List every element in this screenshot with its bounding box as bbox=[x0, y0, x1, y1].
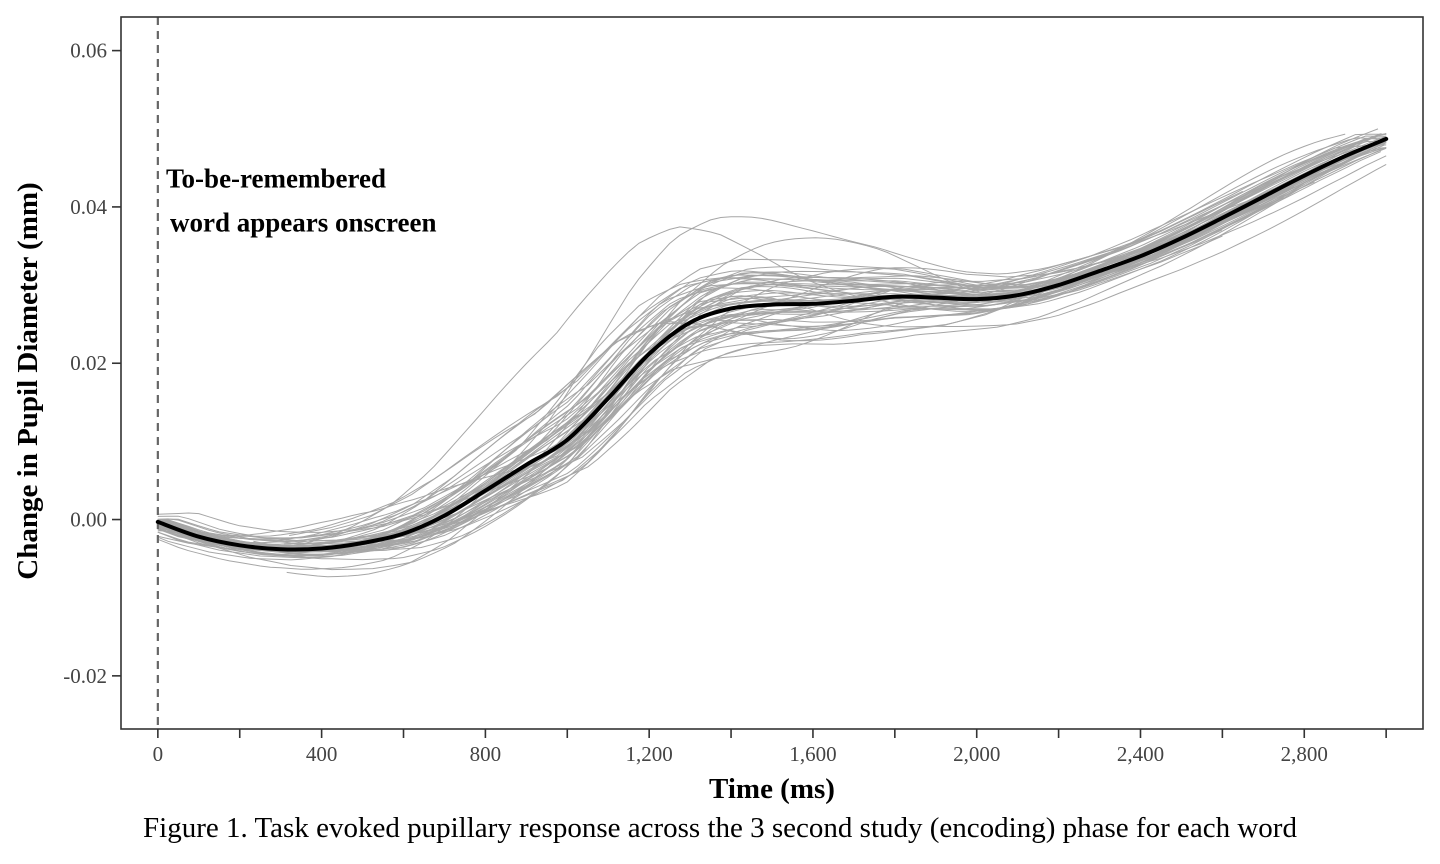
individual-curve bbox=[289, 171, 1314, 553]
individual-curve bbox=[255, 204, 1259, 549]
individual-curves bbox=[157, 128, 1387, 578]
individual-curve bbox=[157, 196, 1285, 537]
individual-curve bbox=[157, 141, 1387, 553]
x-tick-label: 1,200 bbox=[626, 742, 673, 766]
x-tick-label: 2,400 bbox=[1117, 742, 1164, 766]
individual-curve bbox=[157, 137, 1387, 550]
individual-curve bbox=[157, 142, 1387, 556]
y-tick-label: 0.06 bbox=[70, 39, 107, 63]
individual-curve bbox=[289, 143, 1385, 536]
individual-curve bbox=[157, 133, 1387, 551]
individual-curve bbox=[157, 141, 1387, 553]
individual-curve bbox=[288, 147, 1384, 552]
annotation-line: To-be-remembered bbox=[166, 163, 386, 193]
individual-curve bbox=[157, 139, 1387, 557]
individual-curve bbox=[157, 203, 1244, 556]
x-tick-label: 2,000 bbox=[953, 742, 1000, 766]
individual-curve bbox=[272, 151, 1359, 542]
x-tick-label: 2,800 bbox=[1281, 742, 1328, 766]
x-axis-title: Time (ms) bbox=[709, 773, 835, 805]
individual-curve bbox=[157, 163, 1387, 533]
individual-curve bbox=[283, 137, 1380, 546]
x-axis: 0 400 800 1,200 1,600 2,000 2,400 2,800 bbox=[153, 729, 1387, 766]
x-tick-label: 0 bbox=[153, 742, 164, 766]
individual-curve bbox=[157, 139, 1387, 557]
individual-curve bbox=[157, 133, 1387, 561]
individual-curve bbox=[289, 144, 1386, 555]
annotation: To-be-remembered word appears onscreen bbox=[166, 163, 437, 237]
y-axis: -0.02 0.00 0.02 0.04 0.06 bbox=[63, 39, 121, 688]
individual-curve bbox=[157, 190, 1244, 570]
individual-curve bbox=[157, 140, 1387, 547]
annotation-line: word appears onscreen bbox=[170, 207, 437, 237]
individual-curve bbox=[157, 186, 1295, 550]
individual-curve bbox=[275, 133, 1382, 551]
y-tick-label: 0.02 bbox=[70, 351, 107, 375]
individual-curve bbox=[157, 138, 1387, 571]
individual-curve bbox=[157, 133, 1346, 537]
y-tick-label: 0.00 bbox=[70, 508, 107, 532]
individual-curve bbox=[282, 140, 1378, 549]
individual-curve bbox=[157, 144, 1387, 552]
x-tick-label: 1,600 bbox=[789, 742, 836, 766]
figure-caption: Figure 1. Task evoked pupillary response… bbox=[143, 812, 1297, 844]
individual-curve bbox=[157, 152, 1366, 542]
individual-curve bbox=[253, 148, 1380, 552]
mean-response-line bbox=[155, 136, 1389, 552]
y-tick-label: -0.02 bbox=[63, 664, 107, 688]
x-tick-label: 400 bbox=[306, 742, 338, 766]
individual-curve bbox=[157, 135, 1387, 552]
individual-curve bbox=[157, 202, 1233, 551]
individual-curve bbox=[157, 133, 1387, 561]
y-tick-label: 0.04 bbox=[70, 195, 107, 219]
individual-curve bbox=[284, 141, 1380, 545]
plot-frame bbox=[120, 16, 1424, 730]
individual-curve bbox=[157, 135, 1387, 559]
individual-curve bbox=[157, 188, 1274, 551]
x-tick-label: 800 bbox=[470, 742, 502, 766]
y-axis-title: Change in Pupil Diameter (mm) bbox=[12, 182, 44, 579]
pupil-response-chart: 0 400 800 1,200 1,600 2,000 2,400 2,800 -0.02 0.… bbox=[12, 16, 1424, 805]
